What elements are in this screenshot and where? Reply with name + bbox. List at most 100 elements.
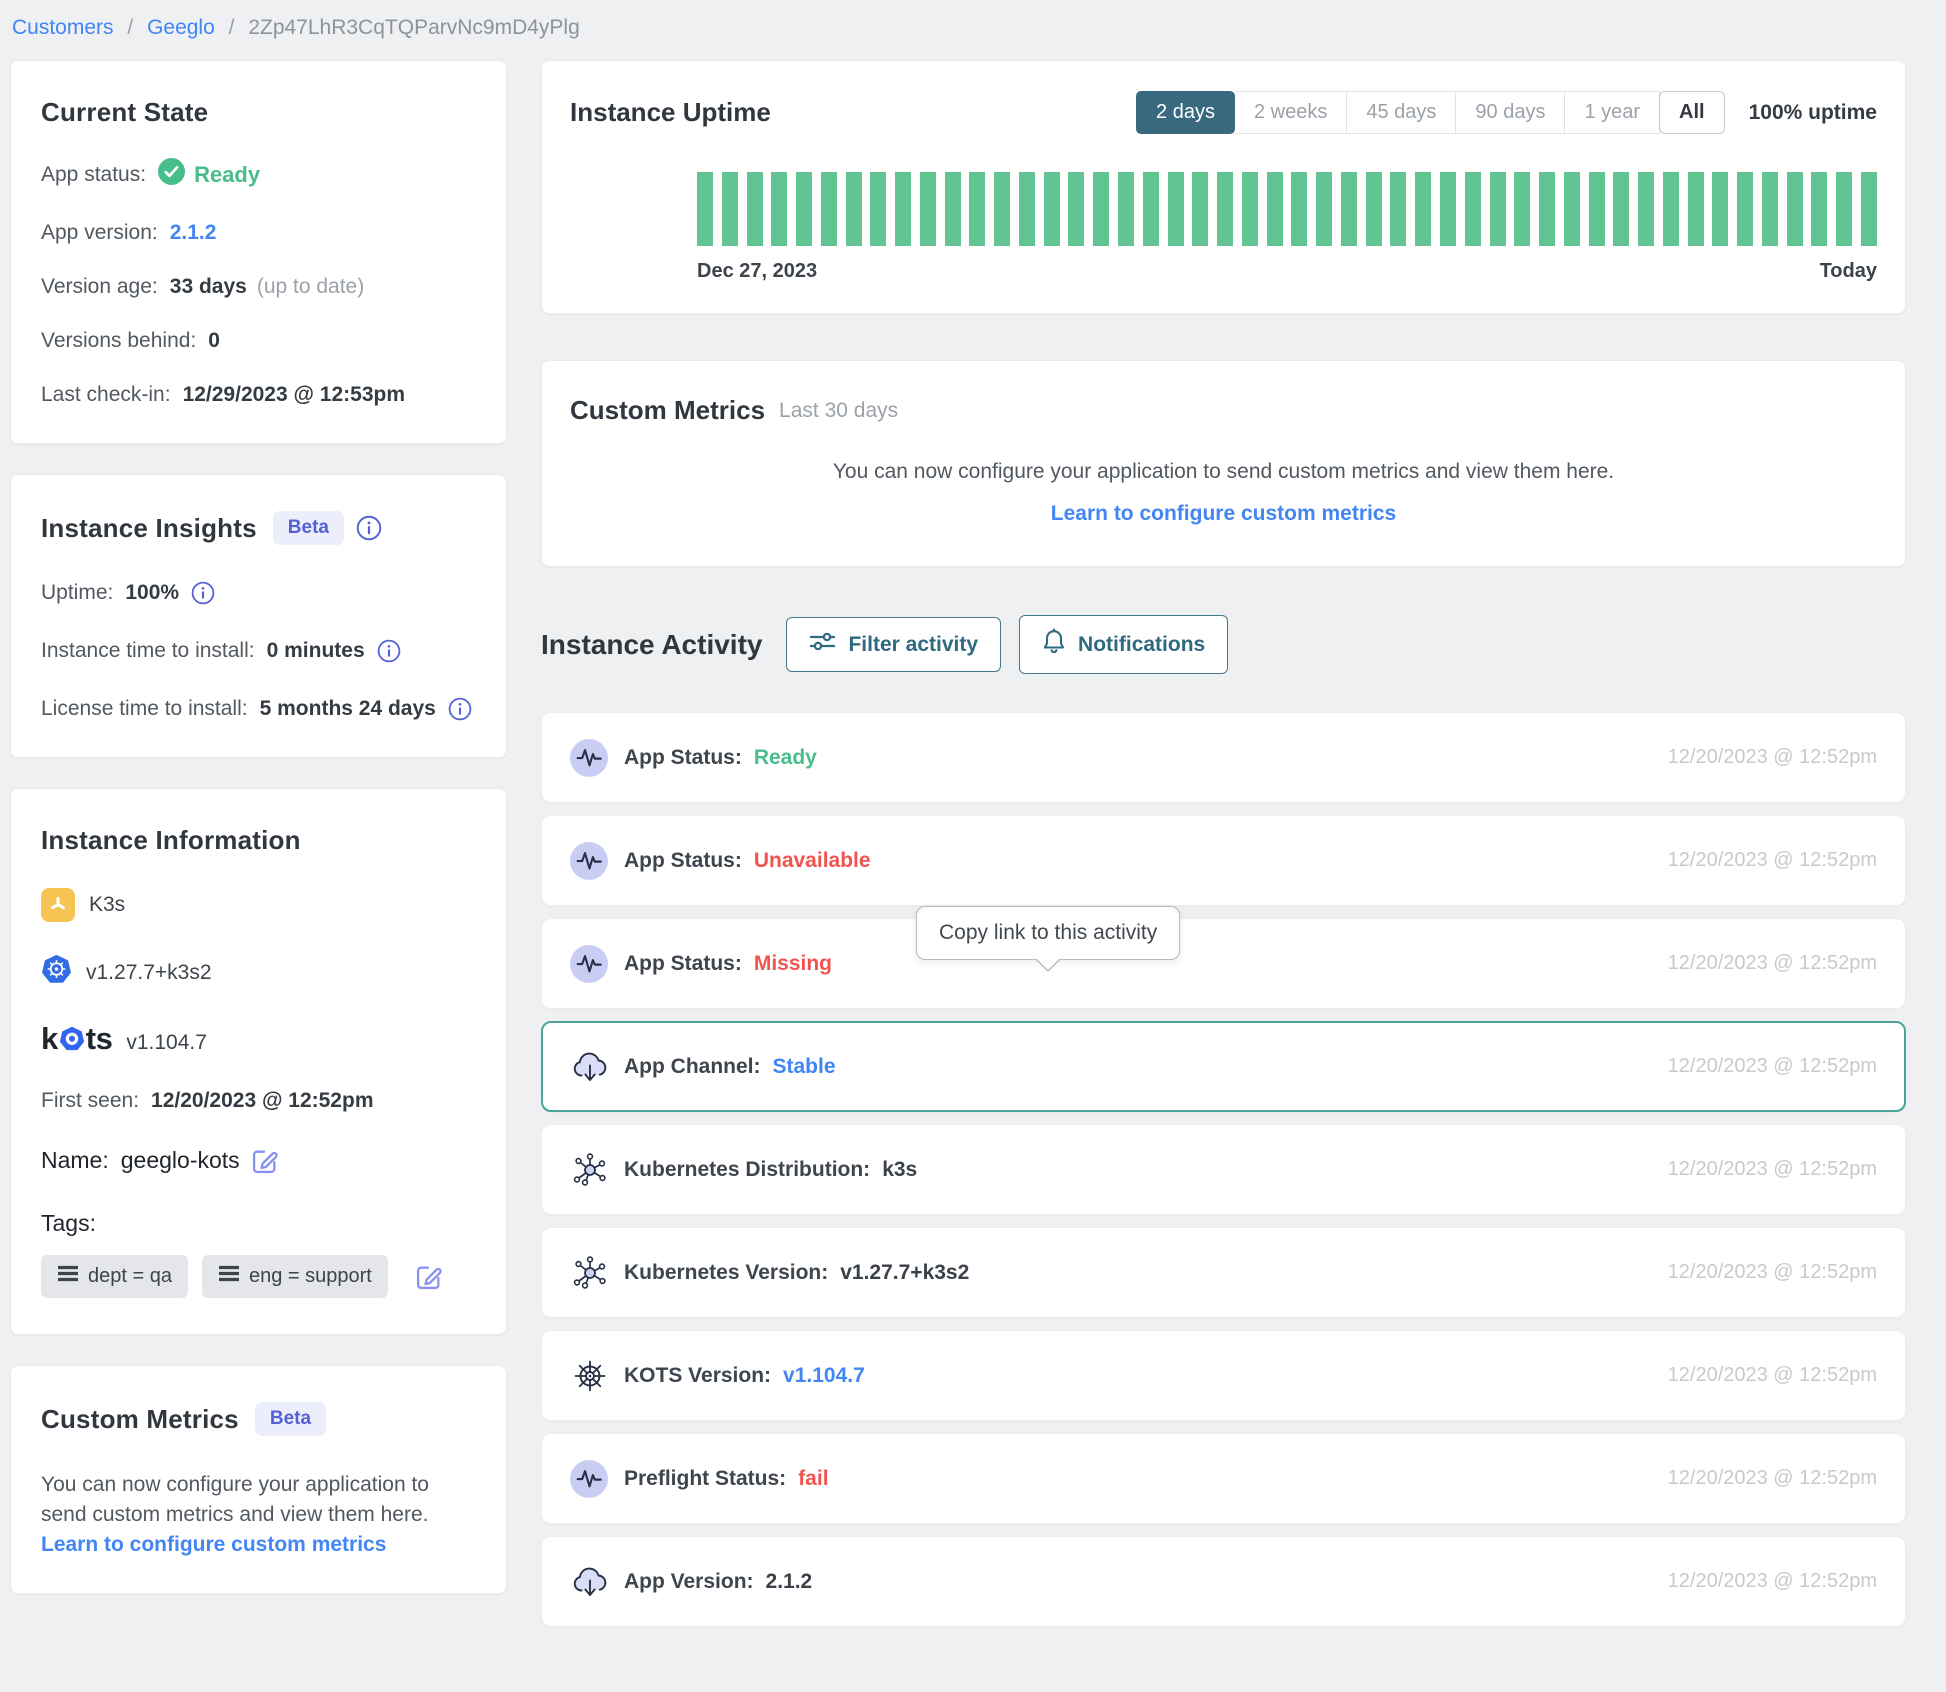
custom-metrics-card-title: Custom Metrics (41, 1403, 239, 1434)
uptime-bar (845, 172, 862, 246)
activity-row[interactable]: App Status: Unavailable 12/20/2023 @ 12:… (541, 815, 1906, 906)
breadcrumb-customers-link[interactable]: Customers (12, 16, 114, 39)
uptime-range-tabs: 2 days 2 weeks 45 days 90 days 1 year All (1136, 91, 1725, 134)
instance-activity-list: Copy link to this activity App Status: R… (541, 712, 1906, 1627)
uptime-bar (1563, 172, 1580, 246)
uptime-bar (1217, 172, 1234, 246)
kubernetes-nodes-icon (570, 1150, 614, 1190)
uptime-bar (1142, 172, 1159, 246)
custom-metrics-panel-subtitle: Last 30 days (779, 398, 899, 422)
uptime-bar (1390, 172, 1407, 246)
uptime-tab-2-days[interactable]: 2 days (1136, 91, 1235, 134)
kots-logo: k ts (41, 1021, 113, 1057)
bell-icon (1042, 628, 1066, 661)
beta-badge: Beta (254, 1402, 327, 1436)
app-version-link[interactable]: 2.1.2 (169, 221, 217, 244)
activity-row[interactable]: Kubernetes Version: v1.27.7+k3s2 12/20/2… (541, 1227, 1906, 1318)
app-version-label: App version: (41, 221, 158, 244)
uptime-bar (870, 172, 887, 246)
instance-activity-title: Instance Activity (541, 628, 763, 660)
uptime-bar (1638, 172, 1655, 246)
uptime-bar (1761, 172, 1778, 246)
uptime-tab-1-year[interactable]: 1 year (1565, 91, 1661, 134)
info-icon[interactable] (448, 697, 472, 721)
activity-timestamp: 12/20/2023 @ 12:52pm (1667, 952, 1877, 974)
uptime-bar (895, 172, 912, 246)
custom-metrics-panel-title: Custom Metrics (570, 395, 766, 425)
breadcrumb-customer-link[interactable]: Geeglo (147, 16, 215, 39)
uptime-summary: 100% uptime (1748, 100, 1877, 124)
tag-lines-icon (57, 1265, 79, 1288)
activity-value: fail (798, 1466, 829, 1490)
custom-metrics-card-body: You can now configure your application t… (41, 1473, 429, 1527)
activity-timestamp: 12/20/2023 @ 12:52pm (1667, 1158, 1877, 1180)
activity-timestamp: 12/20/2023 @ 12:52pm (1667, 1364, 1877, 1386)
last-checkin-value: 12/29/2023 @ 12:53pm (182, 383, 406, 406)
activity-row[interactable]: App Version: 2.1.2 12/20/2023 @ 12:52pm (541, 1536, 1906, 1627)
activity-value: Missing (753, 951, 833, 975)
uptime-bar (1340, 172, 1357, 246)
uptime-start-date: Dec 27, 2023 (697, 260, 818, 282)
custom-metrics-panel: Custom Metrics Last 30 days You can now … (541, 360, 1906, 567)
uptime-tab-90-days[interactable]: 90 days (1456, 91, 1566, 134)
activity-row[interactable]: App Status: Missing 12/20/2023 @ 12:52pm (541, 918, 1906, 1009)
license-time-value: 5 months 24 days (259, 697, 436, 720)
configure-custom-metrics-link[interactable]: Learn to configure custom metrics (1050, 502, 1397, 525)
activity-value: v1.27.7+k3s2 (840, 1260, 970, 1284)
uptime-tab-45-days[interactable]: 45 days (1347, 91, 1457, 134)
breadcrumb-instance-id: 2Zp47LhR3CqTQParvNc9mD4yPlg (248, 16, 580, 39)
instance-detail-page: Customers / Geeglo / 2Zp47LhR3CqTQParvNc… (10, 16, 1906, 1627)
uptime-bar (1439, 172, 1456, 246)
uptime-tab-all[interactable]: All (1659, 91, 1725, 134)
uptime-bar (1415, 172, 1432, 246)
instance-name-label: Name: (41, 1147, 109, 1173)
uptime-bar (1192, 172, 1209, 246)
activity-row[interactable]: App Channel: Stable 12/20/2023 @ 12:52pm (541, 1021, 1906, 1112)
uptime-bar (1018, 172, 1035, 246)
instance-time-value: 0 minutes (266, 639, 365, 662)
info-icon[interactable] (191, 581, 215, 605)
edit-tags-icon[interactable] (416, 1263, 443, 1290)
activity-value: Unavailable (753, 848, 871, 872)
uptime-value: 100% (125, 581, 180, 604)
tag-pill: eng = support (201, 1255, 388, 1298)
kots-logo-ts: ts (85, 1021, 113, 1056)
uptime-bar (1118, 172, 1135, 246)
current-state-title: Current State (41, 97, 209, 127)
activity-label: KOTS Version: (624, 1363, 772, 1387)
uptime-bar (1291, 172, 1308, 246)
uptime-bar (919, 172, 936, 246)
breadcrumb-separator: / (127, 16, 134, 39)
custom-metrics-card: Custom Metrics Beta You can now configur… (10, 1365, 507, 1594)
activity-row[interactable]: App Status: Ready 12/20/2023 @ 12:52pm (541, 712, 1906, 803)
activity-timestamp: 12/20/2023 @ 12:52pm (1667, 1055, 1877, 1077)
version-age-label: Version age: (41, 275, 158, 298)
kubernetes-version: v1.27.7+k3s2 (86, 960, 212, 984)
info-icon[interactable] (356, 515, 382, 541)
tag-lines-icon (218, 1265, 240, 1288)
activity-row[interactable]: Preflight Status: fail 12/20/2023 @ 12:5… (541, 1433, 1906, 1524)
configure-custom-metrics-link[interactable]: Learn to configure custom metrics (41, 1532, 387, 1556)
breadcrumb-separator: / (228, 16, 235, 39)
activity-timestamp: 12/20/2023 @ 12:52pm (1667, 1570, 1877, 1592)
k3s-icon (41, 888, 75, 922)
uptime-bar (1316, 172, 1333, 246)
cloud-download-icon (570, 1047, 614, 1087)
pulse-icon (570, 944, 614, 983)
left-column: Current State App status: Ready App vers… (10, 60, 507, 1594)
uptime-bar (1539, 172, 1556, 246)
activity-timestamp: 12/20/2023 @ 12:52pm (1667, 849, 1877, 871)
activity-row[interactable]: Kubernetes Distribution: k3s 12/20/2023 … (541, 1124, 1906, 1215)
info-icon[interactable] (377, 639, 401, 663)
activity-value: Ready (753, 745, 817, 769)
instance-time-label: Instance time to install: (41, 639, 255, 662)
filter-activity-button[interactable]: Filter activity (786, 617, 1002, 672)
activity-row[interactable]: KOTS Version: v1.104.7 12/20/2023 @ 12:5… (541, 1330, 1906, 1421)
right-column: Instance Uptime 2 days 2 weeks 45 days 90 d… (541, 60, 1906, 1627)
uptime-tab-2-weeks[interactable]: 2 weeks (1234, 91, 1348, 134)
uptime-bar (1043, 172, 1060, 246)
tags-label: Tags: (41, 1210, 96, 1236)
notifications-button[interactable]: Notifications (1019, 615, 1229, 674)
edit-name-icon[interactable] (252, 1147, 279, 1174)
